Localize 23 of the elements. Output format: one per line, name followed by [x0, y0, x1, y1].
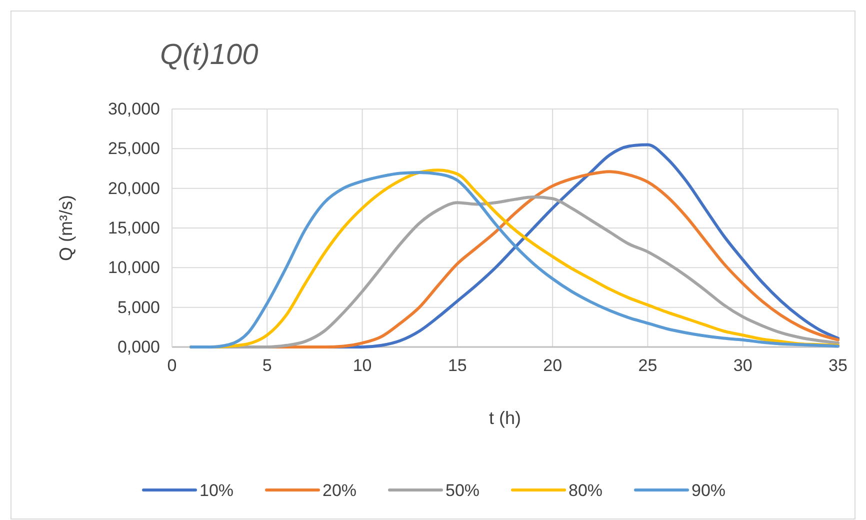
y-tick-label: 0,000 [117, 337, 160, 356]
x-tick-label: 10 [352, 356, 372, 376]
y-axis-title: Q (m³/s) [56, 195, 76, 261]
legend-label: 20% [322, 481, 357, 500]
legend-label: 50% [446, 481, 480, 500]
x-axis-title: t (h) [488, 408, 522, 428]
y-tick-label: 25,000 [108, 139, 160, 158]
x-tick-label: 30 [733, 356, 752, 376]
chart-title: Q(t)100 [160, 39, 258, 71]
y-tick-label: 15,000 [108, 218, 160, 238]
legend-label: 80% [568, 481, 603, 500]
y-tick-label: 20,000 [108, 178, 160, 198]
x-tick-label: 0 [167, 356, 177, 376]
x-tick-label: 20 [543, 356, 562, 376]
x-tick-label: 15 [448, 356, 467, 376]
y-tick-label: 5,000 [117, 298, 160, 317]
x-tick-label: 25 [638, 356, 658, 376]
x-tick-label: 5 [262, 356, 272, 376]
x-tick-label: 35 [828, 356, 848, 376]
y-tick-label: 30,000 [108, 99, 160, 118]
y-tick-label: 10,000 [108, 258, 160, 278]
legend-label: 90% [692, 481, 726, 500]
legend-label: 10% [200, 481, 234, 500]
